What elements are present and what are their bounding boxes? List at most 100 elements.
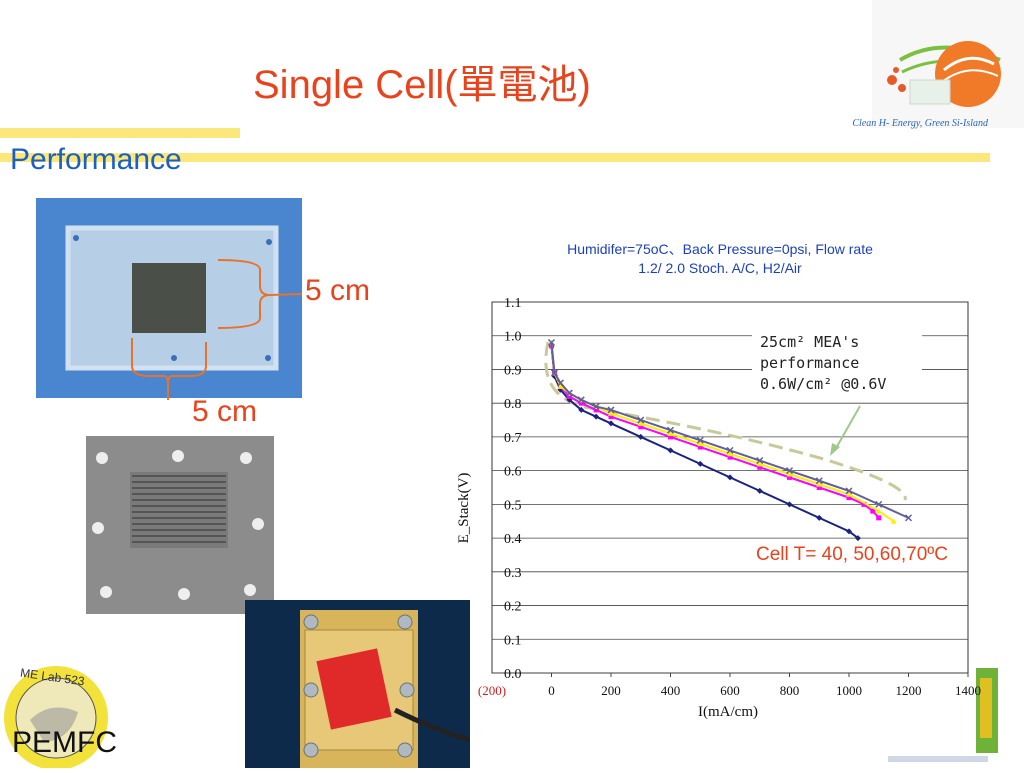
data-point (816, 481, 823, 487)
data-point (577, 396, 585, 404)
data-point (696, 436, 704, 444)
data-point (697, 444, 703, 450)
x-tick-label: 0 (548, 683, 555, 698)
y-tick-label: 0.6 (504, 465, 522, 480)
data-point (547, 338, 556, 347)
assembled-cell-photo (245, 600, 470, 768)
dimension-label-right: 5 cm (305, 274, 371, 307)
data-point (787, 474, 792, 480)
y-tick-label: 0.8 (504, 397, 522, 412)
section-subtitle: Performance (10, 143, 182, 176)
data-point (637, 420, 644, 426)
me-lab-logo: ME Lab 523 (0, 660, 112, 770)
data-point (668, 434, 673, 440)
data-point (870, 508, 876, 514)
x-axis-label: I(mA/cm) (698, 704, 758, 720)
y-tick-label: 1.0 (504, 330, 522, 345)
y-axis-label: E_Stack(V) (456, 473, 472, 544)
data-point (666, 426, 675, 434)
data-point (565, 389, 573, 397)
y-tick-label: 0.9 (504, 363, 522, 378)
note-line-3: 0.6W/cm² @0.6V (760, 375, 887, 393)
data-point (727, 454, 733, 460)
y-tick-label: 0.1 (504, 633, 522, 648)
data-point (875, 500, 883, 508)
data-point (593, 413, 600, 420)
chart-title-line-2: 1.2/ 2.0 Stoch. A/C, H2/Air (638, 260, 802, 276)
y-tick-label: 1.1 (504, 296, 522, 311)
series-4 (547, 338, 913, 522)
dimension-brackets (131, 259, 303, 400)
data-point (566, 393, 572, 399)
data-point (697, 460, 704, 467)
data-point (667, 447, 674, 454)
edge-decoration (976, 658, 1024, 758)
lab-logo (872, 0, 1024, 128)
data-point (904, 514, 913, 522)
data-point (592, 403, 600, 411)
x-tick-label: 600 (720, 683, 740, 698)
data-point (557, 383, 564, 389)
chart-title: Humidifer=75oC、Back Pressure=0psi, Flow … (485, 240, 955, 278)
data-point (875, 508, 882, 514)
data-point (637, 433, 644, 440)
pemfc-label: PEMFC (12, 726, 117, 759)
data-point (697, 440, 704, 447)
y-tick-label: 0.3 (504, 566, 522, 581)
x-tick-label: 1000 (836, 683, 862, 698)
bipolar-plate-photo (80, 432, 278, 620)
data-point (815, 477, 823, 485)
x-tick-label: (200) (478, 683, 506, 698)
data-point (727, 450, 733, 457)
slide-title: Single Cell(單電池) (253, 63, 591, 107)
data-point (667, 430, 674, 437)
series-layer (547, 338, 913, 542)
mea-photo (36, 198, 302, 398)
data-point (608, 410, 614, 416)
data-point (607, 406, 615, 414)
data-point (757, 464, 763, 470)
y-tick-label: 0.5 (504, 498, 522, 513)
data-point (593, 407, 599, 413)
data-point (816, 485, 822, 490)
data-point (556, 379, 564, 387)
series-1 (548, 342, 861, 542)
x-tick-label: 400 (661, 683, 681, 698)
x-tick-label: 800 (780, 683, 800, 698)
series-line (550, 345, 859, 539)
y-tick-label: 0.4 (504, 532, 522, 547)
cell-temperature-label: Cell T= 40, 50,60,70ºC (756, 544, 948, 565)
mea-performance-note: 25cm² MEA's performance 0.6W/cm² @0.6V (752, 330, 922, 402)
data-point (861, 501, 867, 507)
tagline-text: Clean H- Energy, Green Si-Island (852, 118, 988, 129)
data-point (846, 495, 852, 501)
data-point (727, 474, 733, 481)
data-point (785, 467, 794, 475)
data-point (816, 514, 823, 521)
data-point (756, 487, 763, 494)
note-line-1: 25cm² MEA's (760, 333, 860, 351)
data-point (550, 369, 559, 377)
data-point (726, 446, 734, 454)
polarization-chart: 0.0 0.1 0.2 0.3 0.4 0.5 0.6 0.7 0.8 0.9 1.0 1.1 (20… (456, 296, 981, 720)
accent-bar-short (0, 128, 240, 138)
data-point (578, 400, 584, 406)
data-point (845, 487, 853, 495)
data-point (608, 414, 614, 420)
data-point (890, 518, 897, 524)
data-point (786, 471, 793, 477)
highlight-dashed-curve (544, 341, 907, 501)
y-tick-label: 0.7 (504, 431, 522, 446)
chart-title-line-1: Humidifer=75oC、Back Pressure=0psi, Flow … (567, 241, 873, 257)
data-point (876, 515, 882, 521)
annotation-arrowhead (830, 443, 840, 456)
x-tick-label: 1200 (896, 683, 922, 698)
data-point (638, 424, 644, 430)
x-tick-label: 200 (601, 683, 621, 698)
data-point (846, 491, 852, 497)
accent-bar-long (0, 153, 990, 162)
x-tick-label: 1400 (955, 683, 981, 698)
data-point (846, 528, 852, 535)
note-line-2: performance (760, 354, 860, 372)
y-tick-label: 0.2 (504, 600, 522, 615)
